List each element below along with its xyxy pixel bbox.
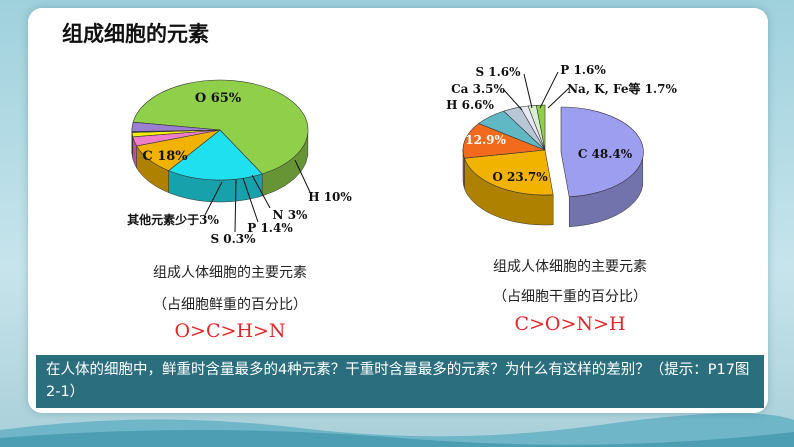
pie-label: C 18% <box>142 149 188 164</box>
pie-label: C 48.4% <box>578 147 633 161</box>
pie-slice <box>131 121 221 132</box>
pie-label: S 0.3% <box>210 232 256 246</box>
pie-slice <box>535 104 546 151</box>
fresh-caption: 组成人体细胞的主要元素 <box>153 265 307 281</box>
question-box: 在人体的细胞中，鲜重时含量最多的4种元素？干重时含量最多的元素？为什么有这样的差… <box>36 355 764 408</box>
pie-slice <box>463 149 554 196</box>
pie-label: Ca 3.5% <box>451 82 505 96</box>
dry-subcaption: （占细胞干重的百分比） <box>493 289 647 305</box>
pie-slice <box>462 123 546 159</box>
pie-label: P 1.6% <box>560 63 606 77</box>
leader-line <box>234 179 237 233</box>
content-card <box>28 8 768 413</box>
pie-label: O 23.7% <box>492 170 548 184</box>
leader-line <box>242 177 259 223</box>
pie-label: P 1.4% <box>247 221 293 235</box>
pie-slice <box>132 79 309 175</box>
pie-label: S 1.6% <box>475 65 521 79</box>
slide-title: 组成细胞的元素 <box>62 22 209 46</box>
dry-caption: 组成人体细胞的主要元素 <box>493 259 647 275</box>
pie-label: N 12.9% <box>450 133 506 147</box>
pie-label: H 6.6% <box>446 98 494 112</box>
fresh-order: O>C>H>N <box>174 320 286 342</box>
pie-slice <box>560 106 644 198</box>
leader-line <box>294 159 311 193</box>
leader-line <box>523 73 533 109</box>
leader-line <box>251 174 271 209</box>
leader-line <box>547 87 570 109</box>
leader-line <box>204 181 223 216</box>
fresh-subcaption: （占细胞鲜重的百分比） <box>153 297 307 313</box>
pie-slice <box>168 129 263 181</box>
pie-label: H 10% <box>308 190 352 204</box>
pie-label: N 3% <box>273 208 308 222</box>
pie-label: Na, K, Fe等 1.7% <box>567 81 677 96</box>
leader-line <box>503 89 523 111</box>
dry-order: C>O>N>H <box>514 313 626 335</box>
pie-label: O 65% <box>195 91 242 106</box>
fresh-weight-pie: O 65% C 18% H 10%N 3%P 1.4%S 0.3% 其他元素少于3% <box>127 79 352 246</box>
dry-weight-pie: C 48.4% O 23.7% N 12.9% H 6.6% Ca 3.5% S 1.6%… <box>446 63 678 228</box>
pie-label: 其他元素少于3% <box>127 212 219 227</box>
leader-line <box>539 71 559 109</box>
wave-decoration <box>0 413 794 447</box>
